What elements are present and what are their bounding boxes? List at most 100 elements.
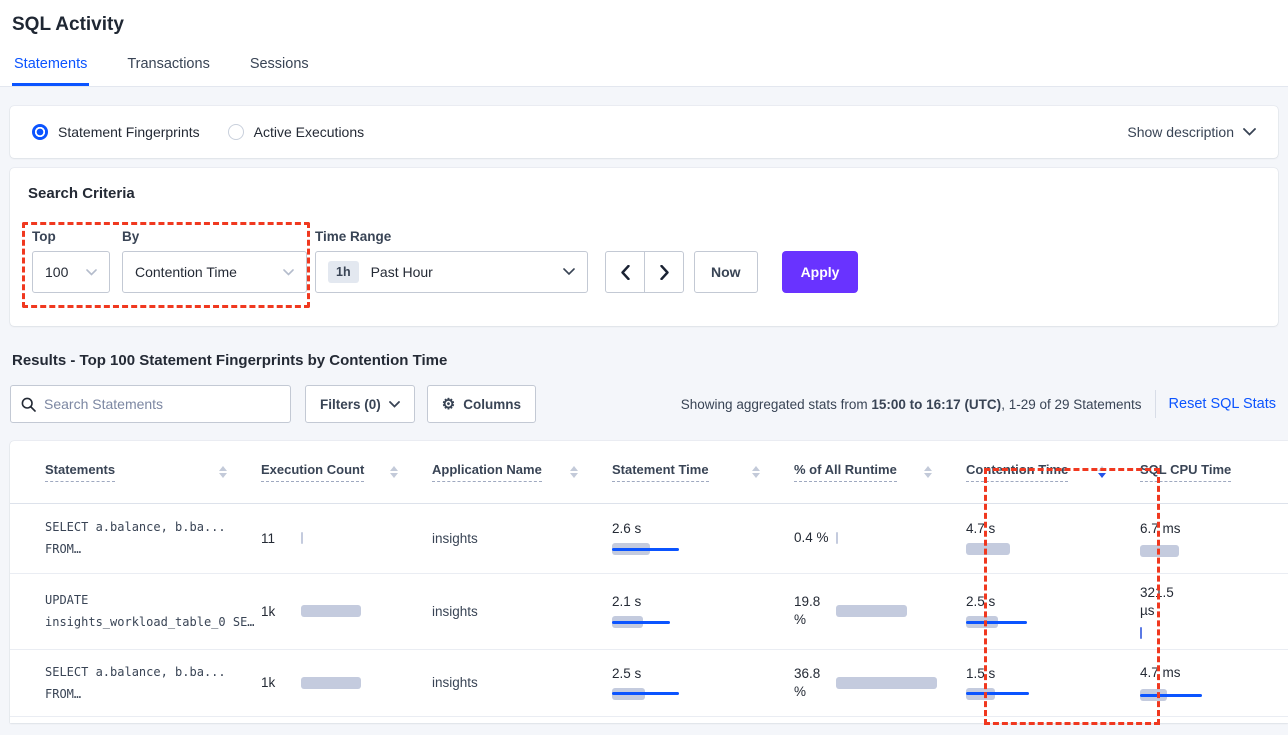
contention-time-bar xyxy=(966,687,1140,700)
column-header-application-name[interactable]: Application Name xyxy=(432,462,542,482)
column-header-execution-count[interactable]: Execution Count xyxy=(261,462,365,482)
time-range-label: Time Range xyxy=(315,229,392,244)
statement-time-bar xyxy=(612,687,794,700)
results-toolbar: Filters (0) ⚙ Columns Showing aggregated… xyxy=(10,385,1278,423)
by-select-value: Contention Time xyxy=(135,264,237,280)
table-row[interactable]: SELECT a.balance, b.ba... FROM… 1k insig… xyxy=(10,649,1288,717)
sort-icon[interactable] xyxy=(390,465,398,478)
statement-time-bar xyxy=(612,616,794,628)
time-range-value: Past Hour xyxy=(370,264,433,280)
statements-table-card: Statements Execution Count Application N… xyxy=(10,441,1288,723)
radio-label: Statement Fingerprints xyxy=(58,124,200,140)
radio-unselected-icon[interactable] xyxy=(227,124,244,140)
radio-selected-icon[interactable] xyxy=(32,124,48,140)
application-name-cell: insights xyxy=(432,530,478,546)
top-select[interactable]: 100 xyxy=(32,251,110,293)
contention-time-cell: 4.7 s xyxy=(966,521,1140,555)
gear-icon: ⚙ xyxy=(441,395,456,413)
contention-time-cell: 2.5 s xyxy=(966,594,1140,628)
chevron-left-icon xyxy=(620,264,630,280)
time-range-select[interactable]: 1h Past Hour xyxy=(315,251,588,293)
top-field-group: Top 100 xyxy=(32,229,110,293)
statement-fingerprint-link[interactable]: SELECT a.balance, b.ba... FROM… xyxy=(45,664,226,701)
reset-sql-stats-link[interactable]: Reset SQL Stats xyxy=(1168,396,1276,412)
time-range-field-group: Time Range 1h Past Hour xyxy=(315,229,588,293)
statement-time-cell: 2.1 s xyxy=(612,594,794,628)
radio-active-executions[interactable]: Active Executions xyxy=(227,124,365,140)
show-description-toggle[interactable]: Show description xyxy=(1127,124,1256,140)
chevron-down-icon xyxy=(1243,128,1256,136)
column-header-statement-time[interactable]: Statement Time xyxy=(612,462,709,482)
columns-button[interactable]: ⚙ Columns xyxy=(426,385,536,423)
table-row[interactable]: UPDATE insights_workload_table_0 SE… 1k … xyxy=(10,573,1288,650)
aggregated-stats-text: Showing aggregated stats from 15:00 to 1… xyxy=(680,396,1142,412)
cpu-time-bar xyxy=(1140,544,1288,557)
radio-statement-fingerprints[interactable]: Statement Fingerprints xyxy=(32,124,200,140)
sort-icon[interactable] xyxy=(219,465,227,478)
table-row[interactable]: SELECT a.balance, b.ba... FROM… 11 insig… xyxy=(10,503,1288,574)
statement-fingerprint-link[interactable]: UPDATE insights_workload_table_0 SE… xyxy=(45,593,255,629)
column-header-contention-time[interactable]: Contention Time xyxy=(966,462,1069,482)
vertical-divider xyxy=(1154,390,1156,418)
search-statements-input[interactable] xyxy=(44,396,280,412)
time-prev-button[interactable] xyxy=(605,251,645,293)
sort-icon[interactable] xyxy=(924,465,932,478)
statement-time-bar xyxy=(612,543,794,555)
view-toggle-row: Statement Fingerprints Active Executions… xyxy=(10,106,1278,158)
cpu-time-cell: 321.5 µs xyxy=(1140,584,1288,639)
chevron-down-icon xyxy=(388,400,400,408)
show-description-label: Show description xyxy=(1127,124,1234,140)
tab-statements[interactable]: Statements xyxy=(12,56,90,86)
sort-icon[interactable] xyxy=(752,465,760,478)
statement-fingerprint-link[interactable]: SELECT a.balance, b.ba... FROM… xyxy=(45,520,226,556)
pct-runtime-cell: 0.4 % xyxy=(794,529,966,547)
tab-transactions[interactable]: Transactions xyxy=(127,56,210,72)
page-title: SQL Activity xyxy=(12,14,124,35)
execution-count-cell: 1k xyxy=(261,604,432,619)
contention-time-cell: 1.5 s xyxy=(966,666,1140,700)
columns-label: Columns xyxy=(463,396,521,412)
search-criteria-card: Search Criteria Top 100 By Contention Ti… xyxy=(10,168,1278,326)
pct-runtime-bar xyxy=(836,676,966,689)
filters-button[interactable]: Filters (0) xyxy=(305,385,415,423)
time-next-button[interactable] xyxy=(644,251,684,293)
column-header-pct-runtime[interactable]: % of All Runtime xyxy=(794,462,897,482)
time-range-badge: 1h xyxy=(328,261,359,283)
stats-time-range: 15:00 to 16:17 (UTC) xyxy=(871,396,1002,412)
now-button[interactable]: Now xyxy=(694,251,758,293)
top-bar: SQL Activity Statements Transactions Ses… xyxy=(0,0,1288,87)
by-select[interactable]: Contention Time xyxy=(122,251,307,293)
cpu-time-bar xyxy=(1140,626,1288,639)
statements-table: Statements Execution Count Application N… xyxy=(10,441,1288,717)
radio-label: Active Executions xyxy=(253,124,365,140)
contention-time-bar xyxy=(966,616,1140,628)
filters-label: Filters (0) xyxy=(320,396,381,412)
sort-icon-active-desc[interactable] xyxy=(1098,465,1106,478)
results-heading: Results - Top 100 Statement Fingerprints… xyxy=(12,352,448,369)
chevron-down-icon xyxy=(86,268,97,276)
pct-runtime-cell: 36.8 % xyxy=(794,665,966,701)
search-criteria-form: Top 100 By Contention Time Time Range xyxy=(28,229,1260,293)
column-header-sql-cpu-time[interactable]: SQL CPU Time xyxy=(1140,462,1232,482)
search-criteria-title: Search Criteria xyxy=(28,185,135,202)
tab-bar: Statements Transactions Sessions xyxy=(12,56,1288,86)
cpu-time-bar xyxy=(1140,689,1288,701)
sort-icon[interactable] xyxy=(570,465,578,478)
cpu-time-cell: 4.7 ms xyxy=(1140,664,1288,701)
pct-runtime-bar xyxy=(836,532,966,544)
pct-runtime-cell: 19.8 % xyxy=(794,593,966,629)
by-field-group: By Contention Time xyxy=(122,229,307,293)
tab-sessions[interactable]: Sessions xyxy=(249,56,309,72)
chevron-right-icon xyxy=(659,264,669,280)
search-statements-box[interactable] xyxy=(10,385,291,423)
search-icon xyxy=(21,397,36,412)
apply-button[interactable]: Apply xyxy=(781,251,859,293)
table-header-row: Statements Execution Count Application N… xyxy=(10,441,1288,504)
top-select-value: 100 xyxy=(45,264,69,280)
by-label: By xyxy=(122,229,140,244)
chevron-down-icon xyxy=(283,268,294,276)
column-header-statements[interactable]: Statements xyxy=(45,462,116,482)
execution-count-cell: 1k xyxy=(261,675,432,690)
statement-time-cell: 2.6 s xyxy=(612,521,794,555)
